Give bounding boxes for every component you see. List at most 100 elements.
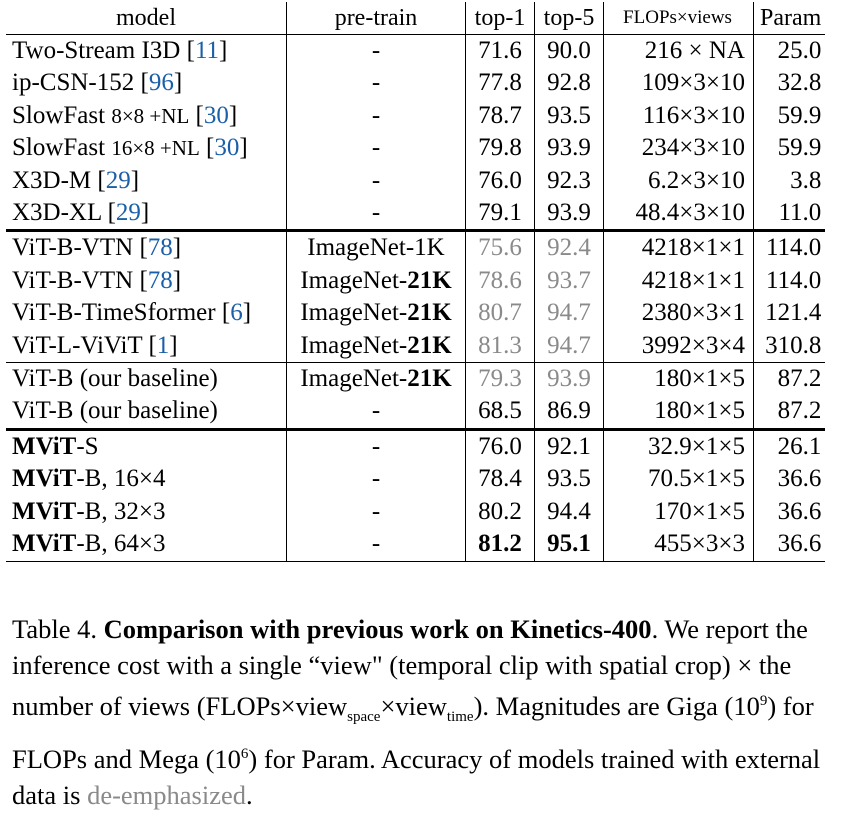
top5-cell: 94.7 [534,329,604,363]
top5-cell: 94.4 [534,495,604,529]
model-cell: MViT-B, 32×3 [12,497,166,525]
citation-link[interactable]: 78 [147,266,173,294]
model-name: SlowFast [12,101,106,129]
table-row: Two-Stream I3D [11] - 71.6 90.0 216 × NA… [6,34,826,68]
top1-cell: 75.6 [465,229,535,265]
pretrain-cell: ImageNet-21K [286,297,466,330]
model-cell: ViT-B (our baseline) [6,362,287,396]
caption-title: Comparison with previous work on Kinetic… [103,614,652,644]
pretrain-cell: - [286,463,466,496]
param-cell: 114.0 [753,264,826,298]
param-cell: 32.8 [753,67,826,100]
top1-cell: 76.0 [465,164,535,198]
model-cell: Two-Stream I3D [11] [12,37,228,64]
top1-cell: 79.3 [465,362,535,396]
citation-link[interactable]: 29 [105,166,131,194]
model-name: ViT-B-VTN [12,266,134,294]
top1-cell: 79.1 [465,197,535,231]
caption-label: Table 4. [12,614,97,644]
citation-link[interactable]: 30 [214,134,240,162]
model-variant: 16×8 +NL [111,136,200,161]
param-cell: 26.1 [753,427,826,464]
flops-cell: 4218×1×1 [603,229,754,265]
top5-cell: 90.0 [534,34,604,68]
model-cell: SlowFast 8×8 +NL [30] [12,101,238,129]
pretrain-cell: - [286,34,466,68]
citation-link[interactable]: 96 [148,69,174,97]
header-flops: FLOPs×views [603,2,754,35]
flops-cell: 32.9×1×5 [603,427,754,464]
top5-cell: 93.5 [534,99,604,133]
model-cell: SlowFast 16×8 +NL [30] [12,134,248,162]
top1-cell: 71.6 [465,34,535,68]
pretrain-cell: ImageNet-1K [286,229,466,265]
top5-cell: 92.3 [534,164,604,198]
flops-cell: 2380×3×1 [603,297,754,330]
header-top1: top-1 [465,2,535,35]
model-cell: MViT-S [6,427,287,464]
citation-link[interactable]: 11 [194,37,220,64]
top1-cell: 81.3 [465,329,535,363]
top1-cell: 77.8 [465,67,535,100]
model-cell: ViT-B (our baseline) [12,397,218,425]
pretrain-cell: - [286,67,466,100]
model-name: ViT-B-TimeSformer [12,299,216,327]
header-model: model [6,2,287,35]
flops-cell: 70.5×1×5 [603,463,754,496]
param-cell: 36.6 [753,495,826,529]
table-row: X3D-XL [29] - 79.1 93.9 48.4×3×10 11.0 [6,197,826,231]
model-variant: 8×8 +NL [111,103,190,128]
deemphasized-text: de-emphasized [87,779,246,810]
flops-cell: 216 × NA [603,34,754,68]
table-row: ViT-B (our baseline) - 68.5 86.9 180×1×5… [6,395,826,430]
model-cell: ViT-B-TimeSformer [6] [12,299,252,327]
top5-cell: 93.9 [534,362,604,396]
param-cell: 87.2 [753,395,826,430]
top1-cell: 81.2 [465,528,535,562]
citation-link[interactable]: 1 [156,331,170,359]
pretrain-cell: ImageNet-21K [286,362,466,396]
table-row: MViT-B, 32×3 - 80.2 94.4 170×1×5 36.6 [6,495,826,529]
model-name: Two-Stream I3D [12,37,181,64]
flops-cell: 180×1×5 [603,362,754,396]
model-cell: X3D-M [29] [12,166,140,194]
flops-cell: 3992×3×4 [603,329,754,363]
model-cell: ViT-L-ViViT [1] [12,331,178,359]
citation-link[interactable]: 30 [203,101,229,129]
param-cell: 11.0 [753,197,826,231]
flops-cell: 455×3×3 [603,528,754,562]
citation-link[interactable]: 78 [147,234,173,262]
top5-cell: 95.1 [534,528,604,562]
pretrain-cell: - [286,395,466,430]
header-param: Param [753,2,826,35]
pretrain-cell: - [286,495,466,529]
top5-cell: 94.7 [534,297,604,330]
flops-cell: 116×3×10 [603,99,754,133]
top5-cell: 92.1 [534,427,604,464]
model-cell: ViT-B-VTN [78] [6,229,287,265]
param-cell: 310.8 [753,329,826,363]
param-cell: 36.6 [753,528,826,562]
top1-cell: 68.5 [465,395,535,430]
citation-link[interactable]: 6 [230,299,243,327]
param-cell: 59.9 [753,132,826,165]
model-cell: ip-CSN-152 [96] [12,69,183,97]
pretrain-cell: - [286,197,466,231]
header-pretrain: pre-train [286,2,466,35]
header-top5: top-5 [534,2,604,35]
pretrain-cell: ImageNet-21K [286,329,466,363]
flops-cell: 180×1×5 [603,395,754,430]
param-cell: 36.6 [753,463,826,496]
model-cell: MViT-B, 64×3 [6,528,287,562]
citation-link[interactable]: 29 [115,199,141,227]
table-row: ip-CSN-152 [96] - 77.8 92.8 109×3×10 32.… [6,67,826,100]
flops-cell: 4218×1×1 [603,264,754,298]
table-row: ViT-B-VTN [78] ImageNet-1K 75.6 92.4 421… [6,229,826,265]
top1-cell: 79.8 [465,132,535,165]
pretrain-cell: - [286,164,466,198]
model-name: X3D-M [12,166,92,194]
top5-cell: 93.5 [534,463,604,496]
flops-cell: 6.2×3×10 [603,164,754,198]
param-cell: 114.0 [753,229,826,265]
top1-cell: 78.6 [465,264,535,298]
